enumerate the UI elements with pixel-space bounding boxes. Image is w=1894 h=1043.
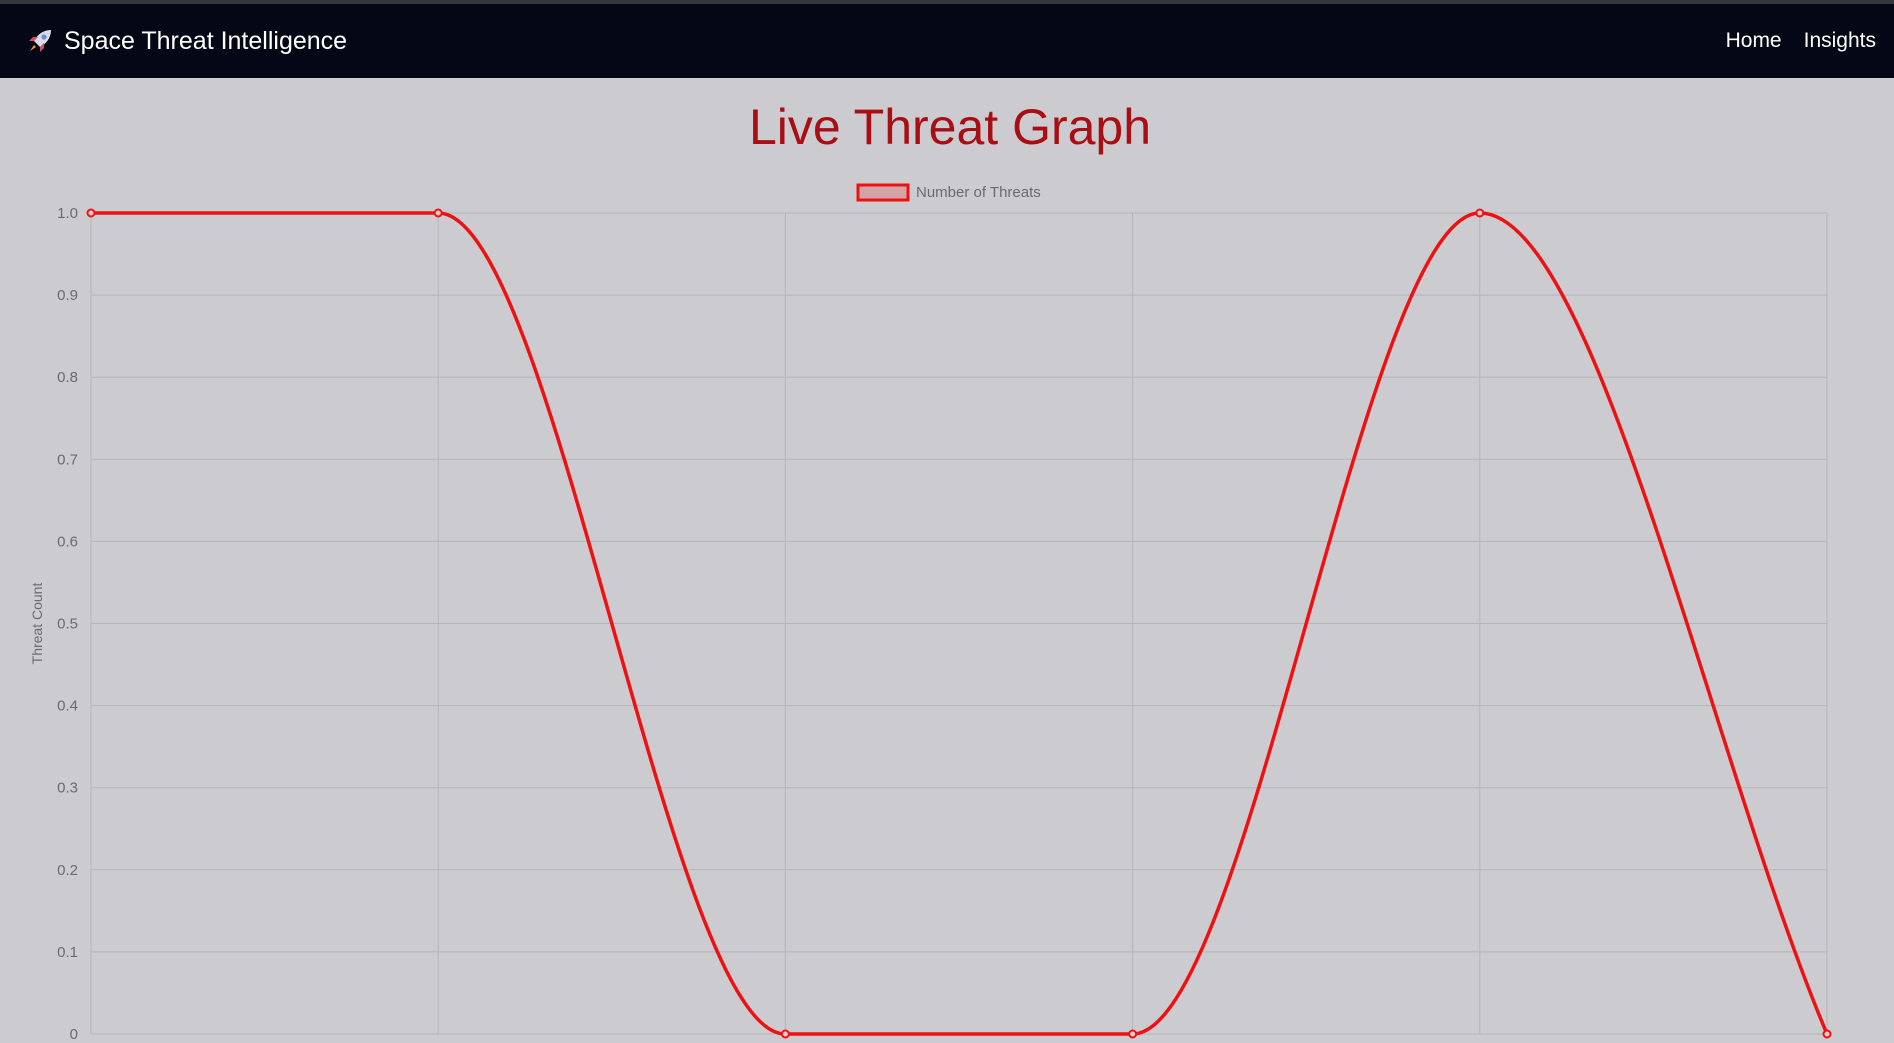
rocket-icon [26, 27, 54, 55]
legend-label: Number of Threats [916, 184, 1041, 201]
nav-insights-link[interactable]: Insights [1803, 29, 1876, 52]
y-axis-label: Threat Count [29, 583, 45, 665]
y-tick-label: 0.4 [57, 698, 78, 715]
y-tick-label: 0.6 [57, 533, 78, 550]
legend-swatch [856, 183, 910, 202]
y-tick-label: 0.3 [57, 780, 78, 797]
data-point [433, 208, 443, 218]
nav-links: Home Insights [1704, 4, 1876, 78]
series-line [91, 211, 1829, 1036]
brand-name: Space Threat Intelligence [64, 26, 348, 55]
y-tick-label: 0.9 [57, 287, 78, 304]
page-title: Live Threat Graph [748, 99, 1152, 155]
y-tick-label: 0.5 [57, 616, 78, 633]
y-tick-label: 0.8 [57, 369, 78, 386]
data-point [86, 208, 96, 218]
y-tick-label: 0 [70, 1026, 78, 1043]
data-point [1128, 1029, 1138, 1039]
data-point [780, 1029, 790, 1039]
brand[interactable]: Space Threat Intelligence [26, 4, 347, 78]
window-top-strip [0, 0, 1894, 4]
nav-home-link[interactable]: Home [1725, 29, 1782, 52]
y-tick-label: 0.1 [57, 944, 78, 961]
y-tick-label: 0.2 [57, 862, 78, 879]
navbar: Space Threat Intelligence Home Insights [0, 4, 1894, 78]
data-point [1822, 1029, 1832, 1039]
data-point [1475, 208, 1485, 218]
y-tick-label: 1.0 [57, 205, 78, 222]
y-tick-label: 0.7 [57, 451, 78, 468]
